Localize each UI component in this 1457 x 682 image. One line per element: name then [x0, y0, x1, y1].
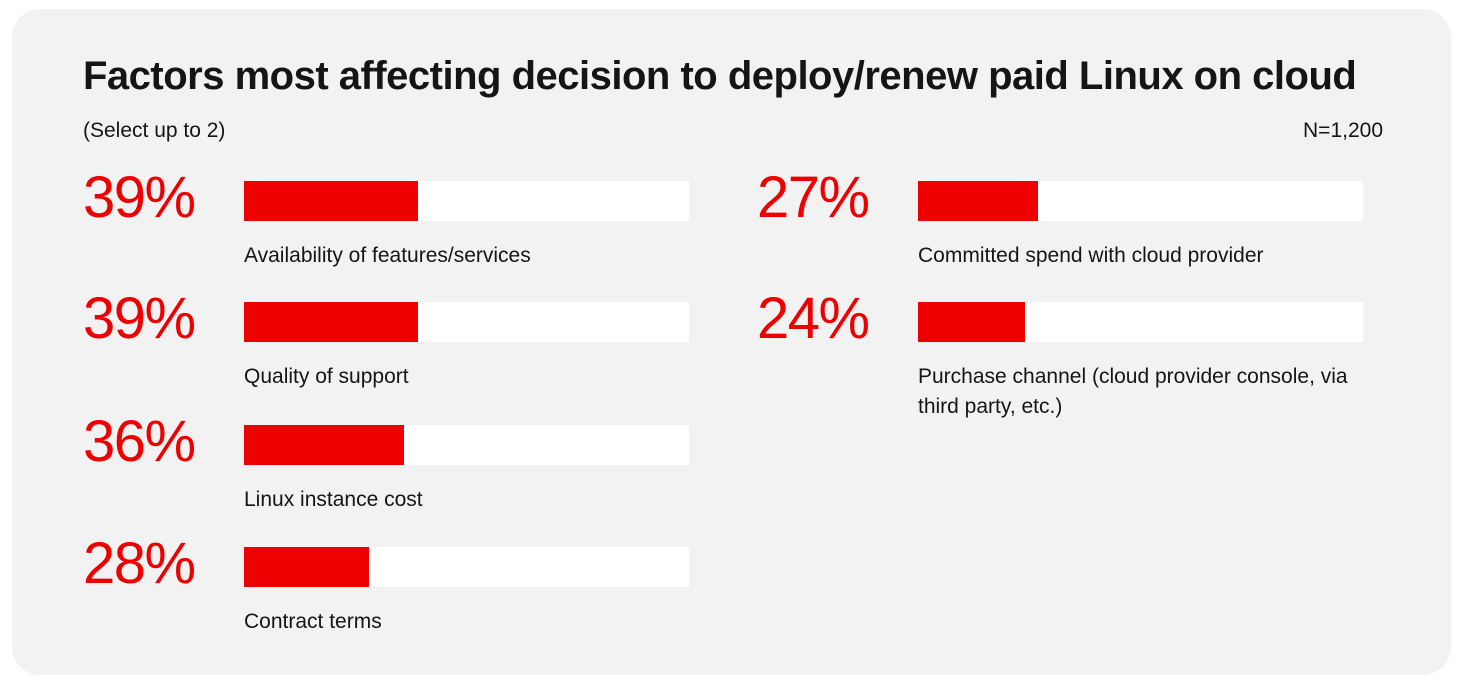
chart-card: [12, 9, 1451, 675]
bar: [244, 181, 418, 221]
bar-category-label: Committed spend with cloud provider: [918, 244, 1264, 267]
bar: [918, 181, 1039, 221]
bar-category-label: Purchase channel (cloud provider console…: [918, 365, 1348, 418]
bar: [244, 547, 369, 587]
bar-category-label: Linux instance cost: [244, 488, 423, 511]
bar-category-label: Availability of features/services: [244, 244, 531, 267]
bar-track: [244, 547, 689, 587]
bar-category-label: Contract terms: [244, 610, 382, 633]
bar-track: [244, 302, 689, 342]
bar-value-label: 36%: [83, 409, 196, 474]
bar-value-label: 39%: [83, 165, 196, 230]
bar-value-label: 24%: [757, 286, 870, 351]
bar-track: [244, 425, 689, 465]
chart-title: Factors most affecting decision to deplo…: [83, 54, 1357, 98]
bar: [244, 302, 418, 342]
bar-track: [918, 181, 1363, 221]
bar-track: [918, 302, 1363, 342]
bar-value-label: 27%: [757, 165, 870, 230]
bar-value-label: 39%: [83, 286, 196, 351]
bar-track: [244, 181, 689, 221]
chart-subtitle: (Select up to 2): [83, 119, 226, 142]
bar: [918, 302, 1025, 342]
bar-value-label: 28%: [83, 531, 196, 596]
bar: [244, 425, 405, 465]
sample-size: N=1,200: [1303, 119, 1383, 142]
bar-category-label: Quality of support: [244, 365, 409, 388]
